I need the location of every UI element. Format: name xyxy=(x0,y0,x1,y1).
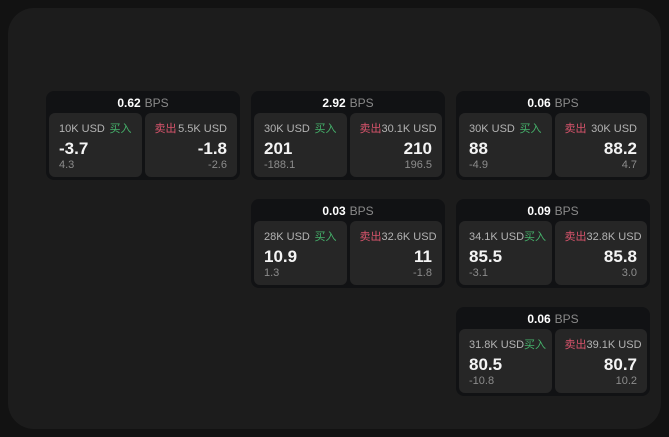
buy-delta: -10.8 xyxy=(469,375,495,387)
spread-value: 2.92 xyxy=(322,96,346,110)
sell-size: 32.6K USD xyxy=(381,231,437,243)
buy-price: 201 xyxy=(264,138,293,158)
spread-value: 0.03 xyxy=(322,204,346,218)
buy-price: -3.7 xyxy=(59,138,89,158)
buy-delta: -3.1 xyxy=(469,267,488,279)
spread-value: 0.09 xyxy=(527,204,551,218)
sell-quote-panel[interactable]: 卖出 5.5K USD -1.8 -2.6 xyxy=(144,113,237,177)
buy-side-label: 买入 xyxy=(519,123,542,135)
sell-price: 80.7 xyxy=(603,354,637,374)
spread-header: 0.06 BPS xyxy=(459,310,647,329)
sell-quote-panel[interactable]: 卖出 30.1K USD 210 196.5 xyxy=(349,113,442,177)
buy-side-label: 买入 xyxy=(524,339,547,351)
spread-unit: BPS xyxy=(554,312,579,326)
sell-size: 5.5K USD xyxy=(178,123,227,135)
buy-side-label: 买入 xyxy=(314,231,337,243)
sell-side-label: 卖出 xyxy=(564,339,587,351)
spread-value: 0.06 xyxy=(527,312,551,326)
spread-header: 0.62 BPS xyxy=(49,94,237,113)
sell-delta: -1.8 xyxy=(413,267,432,279)
buy-quote-panel[interactable]: 31.8K USD 买入 80.5 -10.8 xyxy=(459,329,552,393)
sell-quote-panel[interactable]: 卖出 32.6K USD 11 -1.8 xyxy=(349,221,442,285)
sell-side-label: 卖出 xyxy=(359,231,382,243)
buy-price: 85.5 xyxy=(469,246,503,266)
sell-price: 88.2 xyxy=(603,138,637,158)
sell-delta: 10.2 xyxy=(615,375,637,387)
buy-size: 28K USD xyxy=(264,231,310,243)
buy-price: 10.9 xyxy=(264,246,298,266)
sell-size: 32.8K USD xyxy=(586,231,642,243)
buy-quote-panel[interactable]: 28K USD 买入 10.9 1.3 xyxy=(254,221,347,285)
sell-size: 30.1K USD xyxy=(381,123,437,135)
quotes-window: 0.62 BPS 10K USD 买入 -3.7 4.3 卖出 5.5K USD… xyxy=(8,8,661,429)
spread-header: 2.92 BPS xyxy=(254,94,442,113)
quote-card: 0.09 BPS 34.1K USD 买入 85.5 -3.1 卖出 32.8K… xyxy=(456,199,650,288)
sell-side-label: 卖出 xyxy=(359,123,382,135)
sell-side-label: 卖出 xyxy=(564,231,587,243)
buy-price: 80.5 xyxy=(469,354,503,374)
quote-card: 2.92 BPS 30K USD 买入 201 -188.1 卖出 30.1K … xyxy=(251,91,445,180)
buy-size: 34.1K USD xyxy=(469,231,525,243)
quote-card: 0.06 BPS 30K USD 买入 88 -4.9 卖出 30K USD 8… xyxy=(456,91,650,180)
buy-side-label: 买入 xyxy=(314,123,337,135)
buy-size: 10K USD xyxy=(59,123,105,135)
sell-delta: 196.5 xyxy=(404,159,432,171)
spread-value: 0.62 xyxy=(117,96,141,110)
sell-price: 210 xyxy=(403,138,432,158)
buy-size: 30K USD xyxy=(264,123,310,135)
buy-quote-panel[interactable]: 34.1K USD 买入 85.5 -3.1 xyxy=(459,221,552,285)
buy-delta: 1.3 xyxy=(264,267,280,279)
sell-delta: 3.0 xyxy=(621,267,637,279)
spread-value: 0.06 xyxy=(527,96,551,110)
spread-header: 0.09 BPS xyxy=(459,202,647,221)
buy-delta: 4.3 xyxy=(59,159,75,171)
spread-unit: BPS xyxy=(554,204,579,218)
sell-side-label: 卖出 xyxy=(564,123,587,135)
sell-size: 39.1K USD xyxy=(586,339,642,351)
spread-unit: BPS xyxy=(554,96,579,110)
sell-quote-panel[interactable]: 卖出 30K USD 88.2 4.7 xyxy=(554,113,647,177)
buy-delta: -188.1 xyxy=(264,159,296,171)
buy-size: 31.8K USD xyxy=(469,339,525,351)
buy-quote-panel[interactable]: 30K USD 买入 201 -188.1 xyxy=(254,113,347,177)
spread-unit: BPS xyxy=(144,96,169,110)
quote-card: 0.62 BPS 10K USD 买入 -3.7 4.3 卖出 5.5K USD… xyxy=(46,91,240,180)
quote-card: 0.06 BPS 31.8K USD 买入 80.5 -10.8 卖出 39.1… xyxy=(456,307,650,396)
buy-quote-panel[interactable]: 10K USD 买入 -3.7 4.3 xyxy=(49,113,142,177)
buy-quote-panel[interactable]: 30K USD 买入 88 -4.9 xyxy=(459,113,552,177)
buy-side-label: 买入 xyxy=(524,231,547,243)
buy-size: 30K USD xyxy=(469,123,515,135)
spread-unit: BPS xyxy=(349,96,374,110)
sell-side-label: 卖出 xyxy=(154,123,177,135)
spread-header: 0.06 BPS xyxy=(459,94,647,113)
buy-side-label: 买入 xyxy=(109,123,132,135)
spread-unit: BPS xyxy=(349,204,374,218)
buy-price: 88 xyxy=(469,138,488,158)
sell-quote-panel[interactable]: 卖出 32.8K USD 85.8 3.0 xyxy=(554,221,647,285)
buy-delta: -4.9 xyxy=(469,159,488,171)
sell-price: -1.8 xyxy=(197,138,227,158)
spread-header: 0.03 BPS xyxy=(254,202,442,221)
sell-delta: -2.6 xyxy=(208,159,227,171)
quote-card: 0.03 BPS 28K USD 买入 10.9 1.3 卖出 32.6K US… xyxy=(251,199,445,288)
sell-size: 30K USD xyxy=(591,123,637,135)
sell-quote-panel[interactable]: 卖出 39.1K USD 80.7 10.2 xyxy=(554,329,647,393)
sell-price: 85.8 xyxy=(603,246,637,266)
sell-delta: 4.7 xyxy=(621,159,637,171)
sell-price: 11 xyxy=(414,246,432,266)
